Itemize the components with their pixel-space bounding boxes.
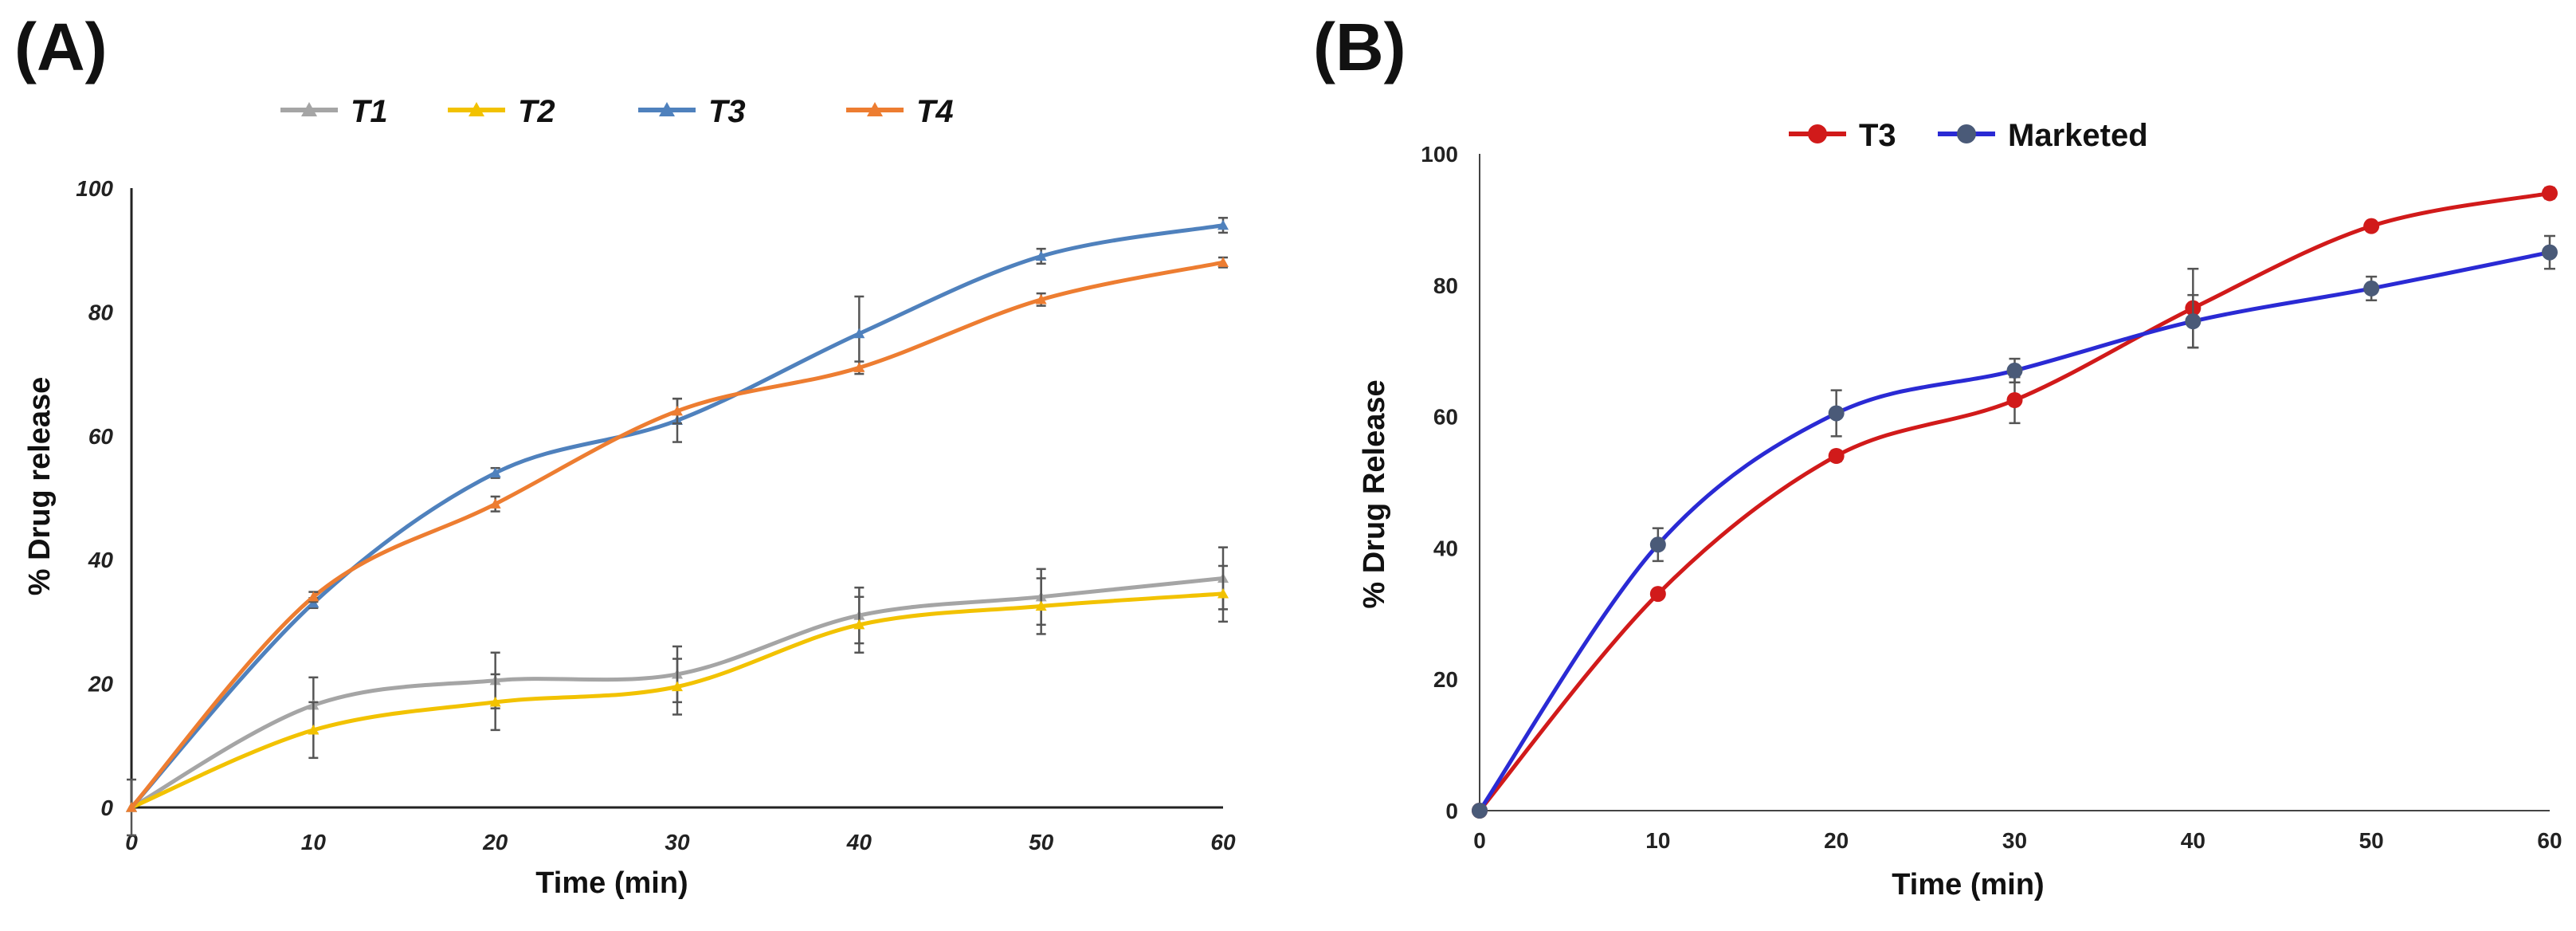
panel-a-x-ticks: 0 10 20 30 40 50 60 — [125, 830, 1236, 854]
panel-a-series-t4 — [126, 256, 1229, 812]
panel-a-x-tick-label: 30 — [665, 830, 690, 854]
panel-b-axes — [1479, 154, 2550, 811]
panel-b-series-marketed-point — [2006, 362, 2023, 379]
panel-a-legend-t2-marker — [469, 102, 484, 116]
panel-b-series-t3-point — [1649, 586, 1666, 603]
panel-a-series-t3-point — [1217, 219, 1229, 230]
panel-b-y-tick-label: 0 — [1445, 799, 1458, 823]
panel-b-y-axis-title: % Drug Release — [1358, 379, 1391, 608]
panel-a-legend-t2-label: T2 — [518, 94, 555, 129]
panel-a-series-t4-point — [1035, 293, 1047, 304]
panel-b-series — [1472, 185, 2558, 819]
panel-a-legend-t1-marker — [301, 102, 317, 116]
panel-b-x-tick-label: 0 — [1473, 828, 1486, 853]
panel-b-series-marketed-point — [2542, 244, 2558, 261]
panel-b-x-tick-label: 20 — [1824, 828, 1849, 853]
panel-b-series-t3-point — [2542, 185, 2558, 202]
panel-a-y-ticks: 0 20 40 60 80 100 — [76, 176, 113, 820]
panel-b-series-t3-point — [1828, 448, 1845, 465]
panel-b-x-tick-label: 10 — [1645, 828, 1670, 853]
panel-b-series-t3 — [1472, 185, 2558, 819]
panel-b-series-marketed-point — [1828, 405, 1845, 422]
panel-a-series-t2-point — [489, 696, 501, 707]
panel-a-y-tick-label: 60 — [88, 424, 114, 449]
panel-a-series-t3-point — [489, 467, 501, 478]
panel-b-y-tick-label: 40 — [1433, 536, 1458, 560]
panel-b-series-t3-point — [2006, 392, 2023, 408]
panel-a-y-tick-label: 0 — [100, 795, 113, 820]
panel-a-series — [126, 217, 1229, 837]
panel-a-legend-t4: T4 — [846, 94, 954, 129]
panel-a-series-t2-point — [853, 619, 865, 630]
panel-a-legend-t2: T2 — [448, 94, 555, 129]
panel-a-y-tick-label: 100 — [76, 176, 113, 201]
panel-a-legend-t1: T1 — [280, 94, 388, 129]
panel-b-y-ticks: 0 20 40 60 80 100 — [1421, 142, 1458, 823]
panel-a-series-t4-point — [672, 405, 683, 416]
panel-a-series-t3-point — [1035, 250, 1047, 261]
panel-b-legend-marketed-marker — [1957, 124, 1976, 143]
panel-a-legend-t3-marker — [659, 102, 675, 116]
panel-a-x-tick-label: 20 — [482, 830, 508, 854]
panel-a-y-tick-label: 20 — [88, 672, 114, 697]
panel-b-series-marketed-point — [2185, 313, 2202, 330]
panel-b-legend-t3-label: T3 — [1859, 118, 1896, 153]
panel-a-legend-t3: T3 — [638, 94, 746, 129]
panel-b-series-marketed-point — [2363, 280, 2380, 297]
panel-b-series-t3-point — [2363, 218, 2380, 234]
panel-a-x-tick-label: 40 — [846, 830, 872, 854]
panel-a-series-t4-point — [126, 802, 137, 812]
panel-a-label: (A) — [14, 10, 108, 84]
panel-b-chart: (B) T3 Marketed 0 20 40 60 80 100 0 10 20 30 40 50 6… — [1313, 10, 2562, 902]
panel-a-series-t4-point — [1217, 257, 1229, 267]
panel-a-y-axis-title: % Drug release — [23, 377, 57, 596]
panel-b-legend-marketed: Marketed — [1938, 118, 2148, 153]
panel-b-y-tick-label: 80 — [1433, 273, 1458, 298]
panel-b-x-tick-label: 30 — [2002, 828, 2027, 853]
panel-a-series-t4-line — [129, 260, 1225, 810]
panel-b-x-axis-title: Time (min) — [1892, 868, 2044, 902]
panel-a-series-t2-point — [1035, 600, 1047, 611]
panel-a-legend-t1-label: T1 — [351, 94, 388, 129]
panel-a-legend-t3-label: T3 — [708, 94, 746, 129]
panel-a-legend: T1 T2 T3 T4 — [280, 94, 954, 129]
panel-a-series-t2-point — [672, 681, 683, 692]
panel-b-label: (B) — [1313, 10, 1406, 84]
panel-a-series-t4-point — [853, 362, 865, 372]
panel-a-x-tick-label: 50 — [1029, 830, 1054, 854]
panel-b-series-marketed — [1472, 234, 2558, 819]
panel-a-series-t4-point — [308, 591, 320, 602]
panel-b-y-tick-label: 100 — [1421, 142, 1458, 167]
panel-b-series-marketed-point — [1472, 803, 1488, 819]
panel-a-axes — [130, 188, 1223, 809]
panel-b-series-marketed-line — [1477, 250, 2552, 813]
panel-b-legend: T3 Marketed — [1789, 118, 2148, 153]
panel-b-x-tick-label: 60 — [2537, 828, 2562, 853]
panel-b-legend-marketed-label: Marketed — [2008, 118, 2148, 153]
panel-b-y-tick-label: 20 — [1433, 667, 1458, 692]
panel-b-y-tick-label: 60 — [1433, 405, 1458, 430]
panel-b-x-tick-label: 50 — [2359, 828, 2384, 853]
panel-b-series-marketed-point — [1649, 536, 1666, 553]
panel-a-series-t3 — [126, 217, 1229, 812]
panel-b-x-ticks: 0 10 20 30 40 50 60 — [1473, 828, 2562, 853]
panel-a-series-t3-point — [853, 328, 865, 339]
panel-a-x-axis-title: Time (min) — [535, 866, 688, 900]
panel-a-series-t3-line — [129, 223, 1225, 810]
panel-b-legend-t3-marker — [1808, 124, 1827, 143]
panel-a-x-tick-label: 10 — [301, 830, 327, 854]
panel-a-legend-t4-label: T4 — [916, 94, 954, 129]
panel-a-y-tick-label: 80 — [88, 300, 114, 324]
panel-a-x-tick-label: 60 — [1210, 830, 1236, 854]
panel-b-legend-t3: T3 — [1789, 118, 1896, 153]
panel-a-series-t2-point — [1217, 587, 1229, 599]
panel-a-y-tick-label: 40 — [88, 548, 114, 572]
panel-a-series-t2-point — [308, 724, 320, 735]
panel-a-series-t4-point — [489, 498, 501, 509]
panel-b-x-tick-label: 40 — [2181, 828, 2205, 853]
panel-a-legend-t4-marker — [867, 102, 883, 116]
panel-a-series-t2 — [126, 564, 1229, 812]
